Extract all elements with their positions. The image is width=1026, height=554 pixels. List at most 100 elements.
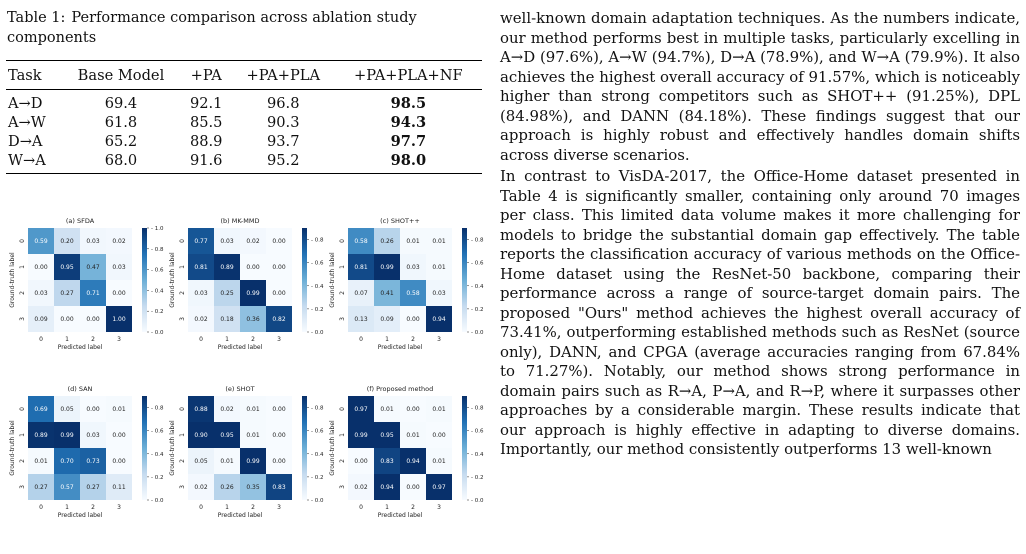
- heatmap-cell-label: 0.00: [406, 484, 420, 491]
- heatmap-cell: [240, 448, 266, 474]
- table-header-row: Task Base Model +PA +PA+PLA +PA+PLA+NF: [6, 60, 482, 90]
- heatmap-cell-label: 0.00: [112, 458, 126, 465]
- heatmap-cell: [106, 254, 132, 280]
- heatmap-cell: [426, 228, 452, 254]
- heatmap-cell: [348, 474, 374, 500]
- y-tick-label: 2: [179, 459, 186, 463]
- heatmap-cell-label: 0.27: [34, 484, 48, 491]
- heatmap-cell: [188, 228, 214, 254]
- heatmap-cell-label: 0.36: [246, 316, 260, 323]
- heatmap-cell: [54, 474, 80, 500]
- y-tick-label: 1: [179, 433, 186, 437]
- heatmap-cell-label: 0.95: [60, 264, 74, 271]
- x-tick-label: 2: [91, 336, 95, 343]
- heatmap-cell-label: 0.11: [112, 484, 126, 491]
- table-row: D→A 65.2 88.9 93.7 97.7: [6, 132, 482, 151]
- heatmap-cell-label: 0.03: [220, 238, 234, 245]
- heatmap-cell: [240, 280, 266, 306]
- heatmap-cell: [106, 280, 132, 306]
- heatmap-cell: [214, 306, 240, 332]
- body-paragraph-1: well-known domain adaptation techniques.…: [500, 9, 1020, 164]
- heatmap-cell-label: 0.01: [432, 406, 446, 413]
- heatmap-cell: [348, 448, 374, 474]
- colorbar-tick-label: - 0.4: [471, 284, 484, 290]
- colorbar-tick-label: - 0.2: [311, 307, 323, 313]
- heatmap-cell: [348, 228, 374, 254]
- heatmap-cell: [28, 422, 54, 448]
- heatmap-svg: (c) SHOT++ 0.58 0.26 0.01 0.01 0.81 0.99 0.03 0.…: [329, 217, 484, 351]
- heatmap-cell: [188, 280, 214, 306]
- colorbar-tick-label: - 0.8: [311, 238, 324, 244]
- heatmap-svg: (f) Proposed method 0.97 0.01 0.00 0.01 0.99 0…: [329, 385, 484, 519]
- y-tick-label: 2: [19, 459, 26, 463]
- heatmap-cell: [28, 474, 54, 500]
- table-row: W→A 68.0 91.6 95.2 98.0: [6, 151, 482, 174]
- cell-pa-pla: 90.3: [266, 114, 300, 131]
- heatmap-panel: (f) Proposed method 0.97 0.01 0.00 0.01 0.99 0…: [326, 382, 486, 550]
- heatmap-cell: [374, 280, 400, 306]
- heatmap-cell: [188, 396, 214, 422]
- cell-pa: 85.5: [189, 114, 223, 131]
- heatmap-cell: [400, 254, 426, 280]
- heatmap-cell: [214, 396, 240, 422]
- heatmap-cell: [426, 280, 452, 306]
- cell-task: A→D: [8, 95, 43, 112]
- heatmap-cell: [426, 396, 452, 422]
- colorbar-tick-label: - 0.2: [151, 475, 163, 481]
- colorbar-tick-label: - 0.6: [311, 429, 324, 435]
- heatmap-cell: [240, 254, 266, 280]
- heatmap-cell: [28, 448, 54, 474]
- heatmap-cell: [374, 254, 400, 280]
- x-tick-label: 2: [411, 504, 415, 511]
- heatmap-cell-label: 0.83: [380, 458, 394, 465]
- heatmap-cell: [426, 422, 452, 448]
- heatmap-cell: [106, 422, 132, 448]
- heatmap-cell: [106, 306, 132, 332]
- colorbar: [142, 228, 147, 332]
- x-tick-label: 0: [39, 336, 43, 343]
- heatmap-cell-label: 0.09: [380, 316, 394, 323]
- heatmap-cell-label: 0.00: [354, 458, 368, 465]
- heatmap-cell: [266, 306, 292, 332]
- heatmap-cell-label: 0.00: [112, 290, 126, 297]
- heatmap-cell: [374, 306, 400, 332]
- x-tick-label: 1: [65, 336, 69, 343]
- heatmap-cell-label: 1.00: [112, 316, 126, 323]
- heatmap-cell: [106, 474, 132, 500]
- heatmap-cell: [54, 422, 80, 448]
- x-tick-label: 1: [225, 504, 229, 511]
- heatmap-cell-label: 0.02: [354, 484, 368, 491]
- heatmap-cell-label: 0.81: [354, 264, 368, 271]
- heatmap-cell: [400, 228, 426, 254]
- y-tick-label: 2: [339, 459, 346, 463]
- y-tick-label: 0: [179, 407, 186, 411]
- heatmap-cell-label: 0.01: [246, 432, 260, 439]
- heatmap-cell: [240, 306, 266, 332]
- cell-pa: 88.9: [189, 133, 223, 150]
- cell-task: D→A: [8, 133, 43, 150]
- y-tick-label: 0: [339, 239, 346, 243]
- heatmap-cell: [348, 280, 374, 306]
- heatmap-cell: [214, 280, 240, 306]
- heatmap-cell: [80, 448, 106, 474]
- heatmap-cell: [426, 474, 452, 500]
- y-tick-label: 3: [179, 317, 186, 321]
- heatmap-cell: [188, 448, 214, 474]
- cell-base: 69.4: [104, 95, 138, 112]
- colorbar-tick-label: - 0.4: [471, 452, 484, 458]
- table-caption: Table 1: Performance comparison across ab…: [7, 8, 486, 48]
- colorbar-tick-label: - 0.6: [471, 261, 484, 267]
- y-tick-label: 0: [339, 407, 346, 411]
- x-tick-label: 0: [199, 504, 203, 511]
- x-tick-label: 0: [39, 504, 43, 511]
- heatmap-cell-label: 0.81: [194, 264, 208, 271]
- y-tick-label: 1: [19, 433, 26, 437]
- y-tick-label: 2: [19, 291, 26, 295]
- colorbar-tick-label: - 0.2: [311, 475, 323, 481]
- colorbar-tick-label: - 0.2: [471, 475, 483, 481]
- heatmap-cell: [214, 422, 240, 448]
- heatmap-cell: [400, 306, 426, 332]
- heatmap-cell-label: 0.58: [406, 290, 420, 297]
- x-tick-label: 3: [277, 336, 281, 343]
- heatmap-cell: [54, 306, 80, 332]
